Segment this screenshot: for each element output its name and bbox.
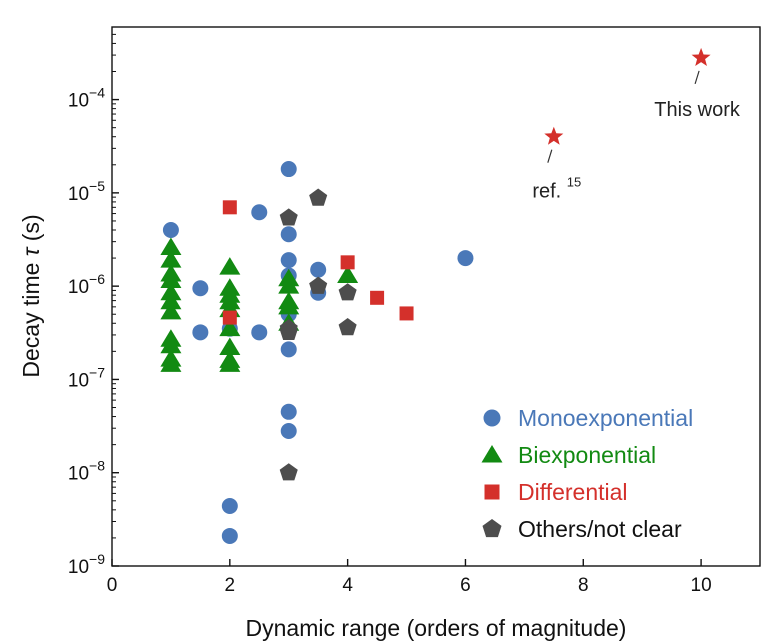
y-tick-label: 10−5 (68, 178, 105, 205)
series-biexponential (160, 237, 359, 372)
circle-point (280, 226, 297, 243)
star-marker (691, 47, 711, 66)
circle-point (251, 324, 268, 341)
square-point (399, 306, 414, 321)
y-tick-label-exponent: −8 (89, 458, 105, 474)
plot-frame (111, 26, 761, 567)
triangle-point (160, 270, 182, 288)
y-tick-label: 10−6 (68, 271, 105, 298)
pentagon-point (309, 276, 328, 294)
legend-label: Others/not clear (518, 516, 682, 542)
pentagon-point (279, 463, 298, 481)
circle-point (280, 341, 297, 358)
y-tick-label-exponent: −7 (89, 364, 105, 380)
annotation-label-main: This work (654, 99, 741, 121)
y-tick-label-base: 10 (68, 370, 89, 391)
annotation-label: This work (654, 99, 741, 121)
triangle-point (337, 265, 359, 284)
x-tick-label: 10 (691, 575, 712, 596)
y-axis-title-main: Decay time (18, 256, 44, 377)
y-tick-label: 10−4 (68, 85, 105, 112)
circle-point (221, 497, 238, 514)
y-tick-label-base: 10 (68, 557, 89, 578)
circle-point (280, 403, 297, 420)
annotation-label-main: ref. (532, 181, 566, 203)
x-tick-label: 0 (107, 575, 118, 596)
highlight-annotations: This work ref. 15 (532, 47, 741, 203)
star-marker (544, 126, 564, 145)
circle-point (280, 423, 297, 440)
triangle-point (160, 335, 182, 354)
y-tick-label: 10−9 (68, 551, 105, 578)
annotation-reference-number: 15 (567, 175, 581, 190)
square-point (222, 310, 237, 325)
data-points (160, 161, 474, 544)
y-tick-label-base: 10 (68, 184, 89, 205)
legend-marker-circle (483, 409, 501, 427)
circle-point (280, 252, 297, 269)
y-axis-title-symbol: τ (18, 246, 44, 256)
y-tick-label-base: 10 (68, 91, 89, 112)
triangle-point (219, 257, 241, 275)
triangle-point (160, 282, 182, 301)
y-tick-label-exponent: −4 (89, 85, 105, 101)
legend: Monoexponential Biexponential Differential… (481, 405, 693, 542)
triangle-point (219, 354, 241, 372)
triangle-point (219, 337, 241, 355)
circle-point (251, 204, 268, 221)
pentagon-point (279, 322, 298, 340)
triangle-point (160, 250, 182, 268)
y-tick-label: 10−8 (68, 458, 105, 485)
x-tick-label: 8 (578, 575, 589, 596)
pentagon-point (338, 318, 357, 336)
circle-point (162, 221, 179, 238)
square-point (370, 290, 385, 305)
square-point (340, 255, 355, 270)
legend-marker-pentagon (482, 519, 502, 538)
triangle-point (278, 276, 300, 294)
legend-label: Differential (518, 479, 628, 505)
y-tick-label-exponent: −9 (89, 551, 105, 567)
triangle-point (160, 291, 182, 310)
circle-point (221, 527, 238, 544)
circle-point (280, 161, 297, 178)
series-others-not-clear (279, 188, 357, 481)
circle-point (192, 324, 209, 341)
y-tick-label-exponent: −5 (89, 178, 105, 194)
y-tick-label: 10−7 (68, 364, 105, 391)
legend-marker-triangle (481, 445, 503, 463)
triangle-point (160, 237, 182, 255)
pentagon-point (279, 208, 298, 226)
legend-label: Monoexponential (518, 405, 693, 431)
triangle-point (160, 301, 182, 320)
annotation-label: ref. 15 (532, 175, 581, 203)
pentagon-point (309, 188, 328, 206)
circle-point (457, 250, 474, 267)
triangle-point (160, 354, 182, 372)
series-differential (222, 200, 414, 325)
legend-marker-square (484, 484, 500, 500)
circle-point (310, 261, 327, 278)
annotation-leader-line (694, 70, 700, 85)
x-tick-label: 4 (342, 575, 353, 596)
x-tick-label: 2 (225, 575, 236, 596)
legend-label: Biexponential (518, 442, 656, 468)
y-axis-title: Decay time τ (s) (18, 214, 44, 377)
pentagon-point (338, 283, 357, 301)
y-tick-label-base: 10 (68, 464, 89, 485)
x-tick-label: 6 (460, 575, 471, 596)
x-axis-title: Dynamic range (orders of magnitude) (246, 615, 627, 641)
circle-point (192, 280, 209, 297)
triangle-point (278, 296, 300, 315)
triangle-point (219, 318, 241, 337)
square-point (222, 200, 237, 215)
annotation-leader-line (547, 149, 553, 163)
y-tick-label-base: 10 (68, 277, 89, 298)
y-axis-title-unit: (s) (18, 214, 44, 247)
y-tick-label-exponent: −6 (89, 271, 105, 287)
series-monoexponential (162, 161, 474, 544)
